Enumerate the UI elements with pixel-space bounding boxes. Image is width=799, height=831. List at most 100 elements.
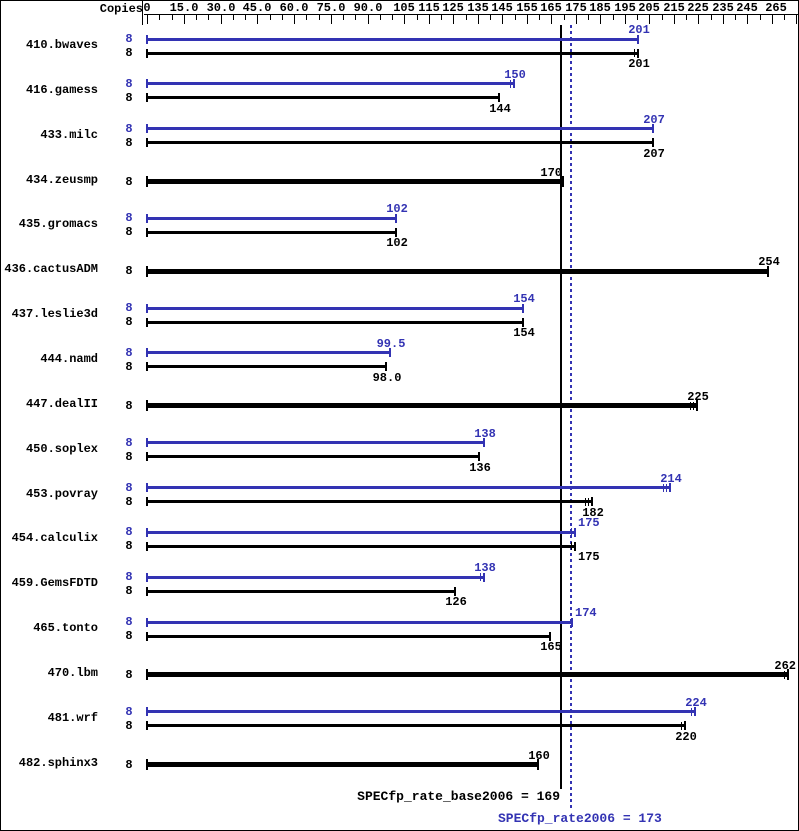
bar-base-453.povray [147,500,593,503]
bar-start-serif [146,35,148,44]
axis-minor-tick [662,15,663,20]
bar-peak-459.GemsFDTD [147,576,485,579]
axis-minor-tick [319,15,320,20]
base-value-label: 170 [540,166,562,180]
bar-end-serif [483,573,485,582]
peak-value-label: 214 [660,472,682,486]
bar-peak-416.gamess [147,82,515,85]
bar-end-serif [767,266,769,277]
axis-minor-tick [784,15,785,20]
bar-peak-444.namd [147,351,391,354]
benchmark-name: 450.soplex [25,442,98,456]
bar-end-serif [696,400,698,411]
peak-value-label: 175 [578,516,600,530]
copies-value-base: 8 [125,668,133,682]
bar-start-serif [146,438,148,447]
bar-end-serif [574,542,576,551]
peak-value-label: 138 [474,427,496,441]
axis-minor-tick [270,15,271,20]
axis-minor-tick [613,15,614,20]
copies-value-base: 8 [125,495,133,509]
peak-mean-line [570,25,572,811]
bar-start-serif [146,618,148,627]
copies-value-base: 8 [125,584,133,598]
copies-value-peak: 8 [125,436,133,450]
base-value-label: 182 [582,506,604,520]
run-marker-tick [480,573,481,581]
bar-start-serif [146,266,148,277]
axis-minor-tick [343,15,344,20]
peak-value-label: 102 [386,202,408,216]
axis-tick-label: 205 [638,1,660,15]
axis-major-tick [796,15,797,24]
bar-end-serif [684,721,686,730]
peak-value-label: 99.5 [376,337,406,351]
copies-value-peak: 8 [125,525,133,539]
bar-start-serif [146,124,148,133]
copies-value-base: 8 [125,136,133,150]
bar-base-482.sphinx3 [147,762,539,767]
benchmark-name: 436.cactusADM [4,262,98,276]
bar-start-serif [146,573,148,582]
axis-major-tick [649,15,650,24]
copies-value-base: 8 [125,91,133,105]
base-value-label: 207 [643,147,665,161]
axis-minor-tick [637,15,638,20]
bar-base-434.zeusmp [147,179,564,184]
run-marker-tick [663,484,664,492]
benchmark-name: 416.gamess [25,83,98,97]
bar-peak-481.wrf [147,710,696,713]
bar-end-serif [498,93,500,102]
axis-tick-label: 265 [765,1,787,15]
axis-tick-label: 30.0 [206,1,236,15]
axis-major-tick [600,15,601,24]
run-marker-tick [571,528,572,536]
copies-value-peak: 8 [125,346,133,360]
bar-start-serif [146,721,148,730]
copies-value-base: 8 [125,758,133,772]
bar-peak-453.povray [147,486,671,489]
benchmark-name: 470.lbm [47,666,98,680]
copies-value-base: 8 [125,315,133,329]
axis-minor-tick [417,15,418,20]
bar-start-serif [146,176,148,187]
axis-minor-tick [196,15,197,20]
base-value-label: 225 [687,390,709,404]
run-marker-tick [510,80,511,88]
run-marker-tick [666,484,667,492]
bar-peak-433.milc [147,127,654,130]
peak-result-label: SPECfp_rate2006 = 173 [498,811,662,826]
run-marker-tick [693,402,694,410]
copies-value-peak: 8 [125,122,133,136]
copies-value-peak: 8 [125,301,133,315]
copies-value-base: 8 [125,719,133,733]
axis-minor-tick [306,15,307,20]
axis-major-tick [576,15,577,24]
peak-value-label: 224 [685,696,707,710]
base-value-label: 254 [758,255,780,269]
axis-minor-tick [564,15,565,20]
bar-end-serif [652,124,654,133]
run-marker-tick [585,498,586,506]
axis-tick-label: 245 [736,1,758,15]
bar-start-serif [146,669,148,680]
benchmark-name: 437.leslie3d [11,307,98,321]
bar-end-serif [549,632,551,641]
axis-tick-label: 215 [663,1,685,15]
axis-minor-tick [282,15,283,20]
benchmark-name: 465.tonto [33,621,98,635]
bar-start-serif [146,318,148,327]
bar-base-435.gromacs [147,231,397,234]
bar-peak-454.calculix [147,531,576,534]
bar-end-serif [591,497,593,506]
peak-value-label: 138 [474,561,496,575]
axis-tick-label: 185 [589,1,611,15]
run-marker-tick [571,542,572,550]
axis-major-tick [772,15,773,24]
bar-start-serif [146,632,148,641]
axis-major-tick [478,15,479,24]
bar-base-416.gamess [147,96,500,99]
base-value-label: 160 [528,749,550,763]
copies-value-base: 8 [125,46,133,60]
bar-peak-437.leslie3d [147,307,524,310]
